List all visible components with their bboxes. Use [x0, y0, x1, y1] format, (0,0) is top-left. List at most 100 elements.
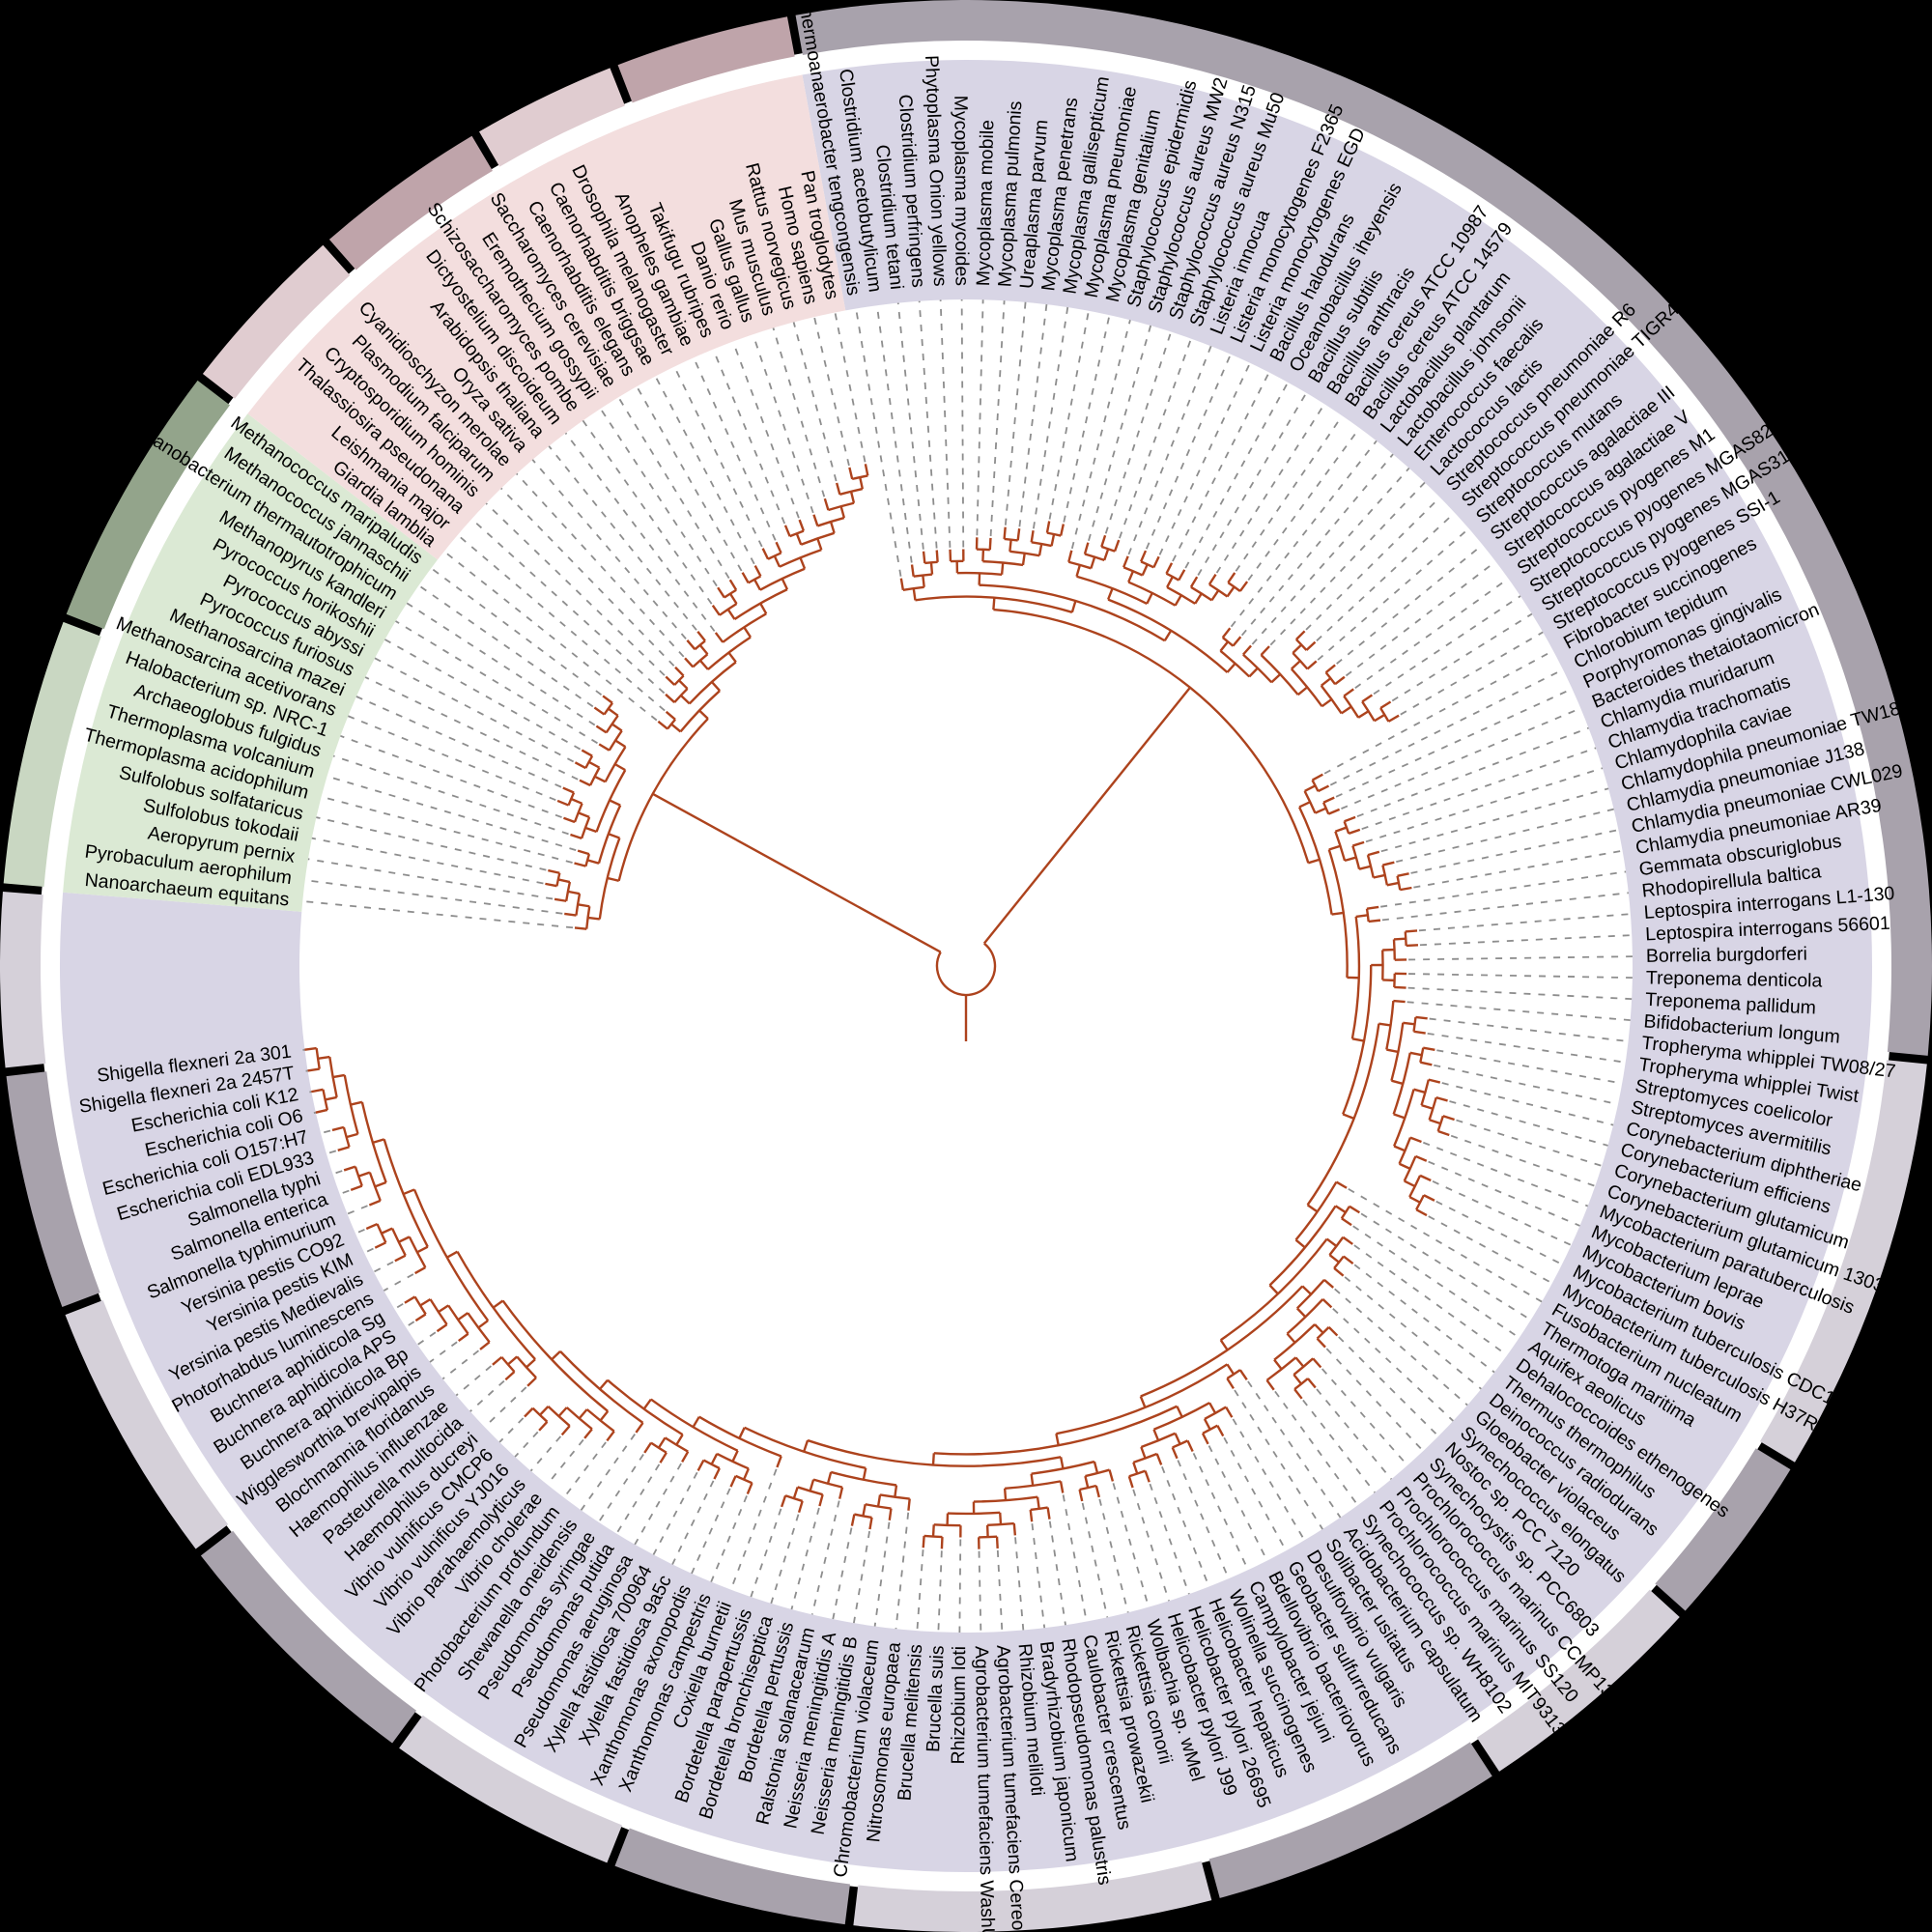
tree-branch — [524, 1406, 534, 1418]
tree-branch — [598, 838, 621, 920]
tree-branch — [976, 548, 990, 552]
tree-branch — [360, 1101, 387, 1183]
tree-branch — [1311, 773, 1323, 781]
tip-dash — [1149, 1483, 1190, 1595]
tree-branch — [504, 1371, 516, 1381]
tree-branch — [526, 1358, 536, 1369]
tree-branch — [735, 1474, 753, 1485]
tip-dash — [958, 1539, 962, 1633]
tree-branch — [988, 537, 992, 551]
tree-branch — [678, 679, 689, 690]
tree-branch — [1286, 1332, 1296, 1344]
tree-branch — [564, 912, 577, 917]
tip-dash — [316, 816, 547, 871]
tree-branch — [1415, 1015, 1428, 1020]
tree-branch — [792, 1487, 799, 1499]
tip-dash — [1418, 913, 1631, 932]
tree-branch — [357, 1171, 371, 1178]
tree-branch — [1306, 1023, 1380, 1207]
tree-branch — [1165, 562, 1174, 575]
tree-branch — [1331, 911, 1344, 916]
tree-branch — [1428, 1078, 1441, 1084]
tip-dash — [347, 1205, 368, 1215]
taxon-label: Borrelia burgdorferi — [1646, 944, 1807, 967]
tree-branch — [659, 1452, 668, 1463]
tree-branch — [710, 1453, 719, 1465]
tree-branch — [1397, 872, 1409, 878]
tree-branch — [1021, 553, 1026, 566]
tip-dash — [1400, 631, 1544, 716]
tip-dash — [691, 1488, 731, 1575]
tree-branch — [554, 897, 567, 902]
tree-branch — [1031, 1460, 1095, 1475]
tree-branch — [1055, 1433, 1060, 1446]
tree-branch — [982, 686, 1191, 945]
tip-dash — [1434, 1064, 1619, 1106]
tip-dash — [1145, 354, 1232, 550]
tree-branch — [876, 1494, 882, 1507]
tip-dash — [563, 1441, 607, 1498]
tree-branch — [995, 1536, 999, 1549]
tree-branch — [315, 1108, 328, 1114]
tree-branch — [1415, 1208, 1428, 1217]
tip-dash — [1353, 1264, 1495, 1374]
tip-dash — [1423, 1141, 1589, 1208]
tree-branch — [1328, 844, 1341, 851]
tip-dash — [1063, 314, 1111, 523]
tree-branch — [419, 1297, 432, 1307]
tree-branch — [1292, 652, 1309, 670]
tree-branch — [1090, 556, 1096, 569]
tree-branch — [492, 1299, 504, 1309]
tip-dash — [1031, 1523, 1046, 1629]
tree-branch — [1344, 856, 1357, 863]
tree-branch — [1004, 537, 1018, 542]
tree-branch — [1399, 1162, 1411, 1170]
tree-branch — [1423, 1194, 1435, 1202]
tree-branch — [1429, 1119, 1441, 1125]
tip-dash — [673, 366, 763, 548]
tree-branch — [1307, 858, 1321, 865]
tree-branch — [586, 859, 600, 865]
tip-dash — [918, 300, 938, 549]
tip-dash — [484, 1386, 527, 1428]
tree-branch — [665, 710, 676, 721]
tree-branch — [1107, 598, 1229, 673]
tree-branch — [1079, 1484, 1097, 1492]
tree-branch — [1350, 916, 1361, 1039]
tree-branch — [1361, 694, 1374, 703]
outer-ring-segment-16 — [479, 68, 625, 167]
tree-branch — [607, 707, 619, 717]
tip-dash — [516, 472, 685, 658]
tree-branch — [993, 608, 1310, 864]
tip-dash — [307, 858, 554, 900]
tree-branch — [1320, 677, 1332, 687]
tree-branch — [1036, 1496, 1040, 1510]
tree-branch — [1046, 531, 1062, 537]
tip-dash — [1070, 320, 1131, 550]
tip-dash — [1240, 453, 1394, 637]
tree-branch — [578, 811, 590, 819]
tree-branch — [803, 1439, 810, 1453]
tree-branch — [307, 1067, 320, 1072]
tree-branch — [556, 799, 569, 807]
tip-dash — [895, 1512, 910, 1630]
tip-dash — [1112, 1483, 1150, 1607]
tree-branch — [583, 1428, 593, 1439]
tree-branch — [1305, 640, 1317, 651]
tip-dash — [1428, 1160, 1580, 1227]
tree-branch — [456, 1251, 536, 1360]
tip-dash — [1380, 787, 1609, 853]
tree-branch — [1122, 555, 1129, 568]
tree-branch — [383, 1139, 429, 1248]
tree-branch — [1163, 630, 1173, 641]
tree-branch — [899, 578, 905, 590]
tree-branch — [912, 587, 917, 601]
tree-branch — [1221, 627, 1232, 639]
tree-branch — [1152, 1429, 1160, 1441]
tree-branch — [1322, 796, 1335, 804]
tip-dash — [1235, 414, 1344, 572]
tree-branch — [1423, 1046, 1435, 1052]
tree-branch — [1113, 539, 1121, 553]
tree-branch — [1393, 937, 1406, 941]
